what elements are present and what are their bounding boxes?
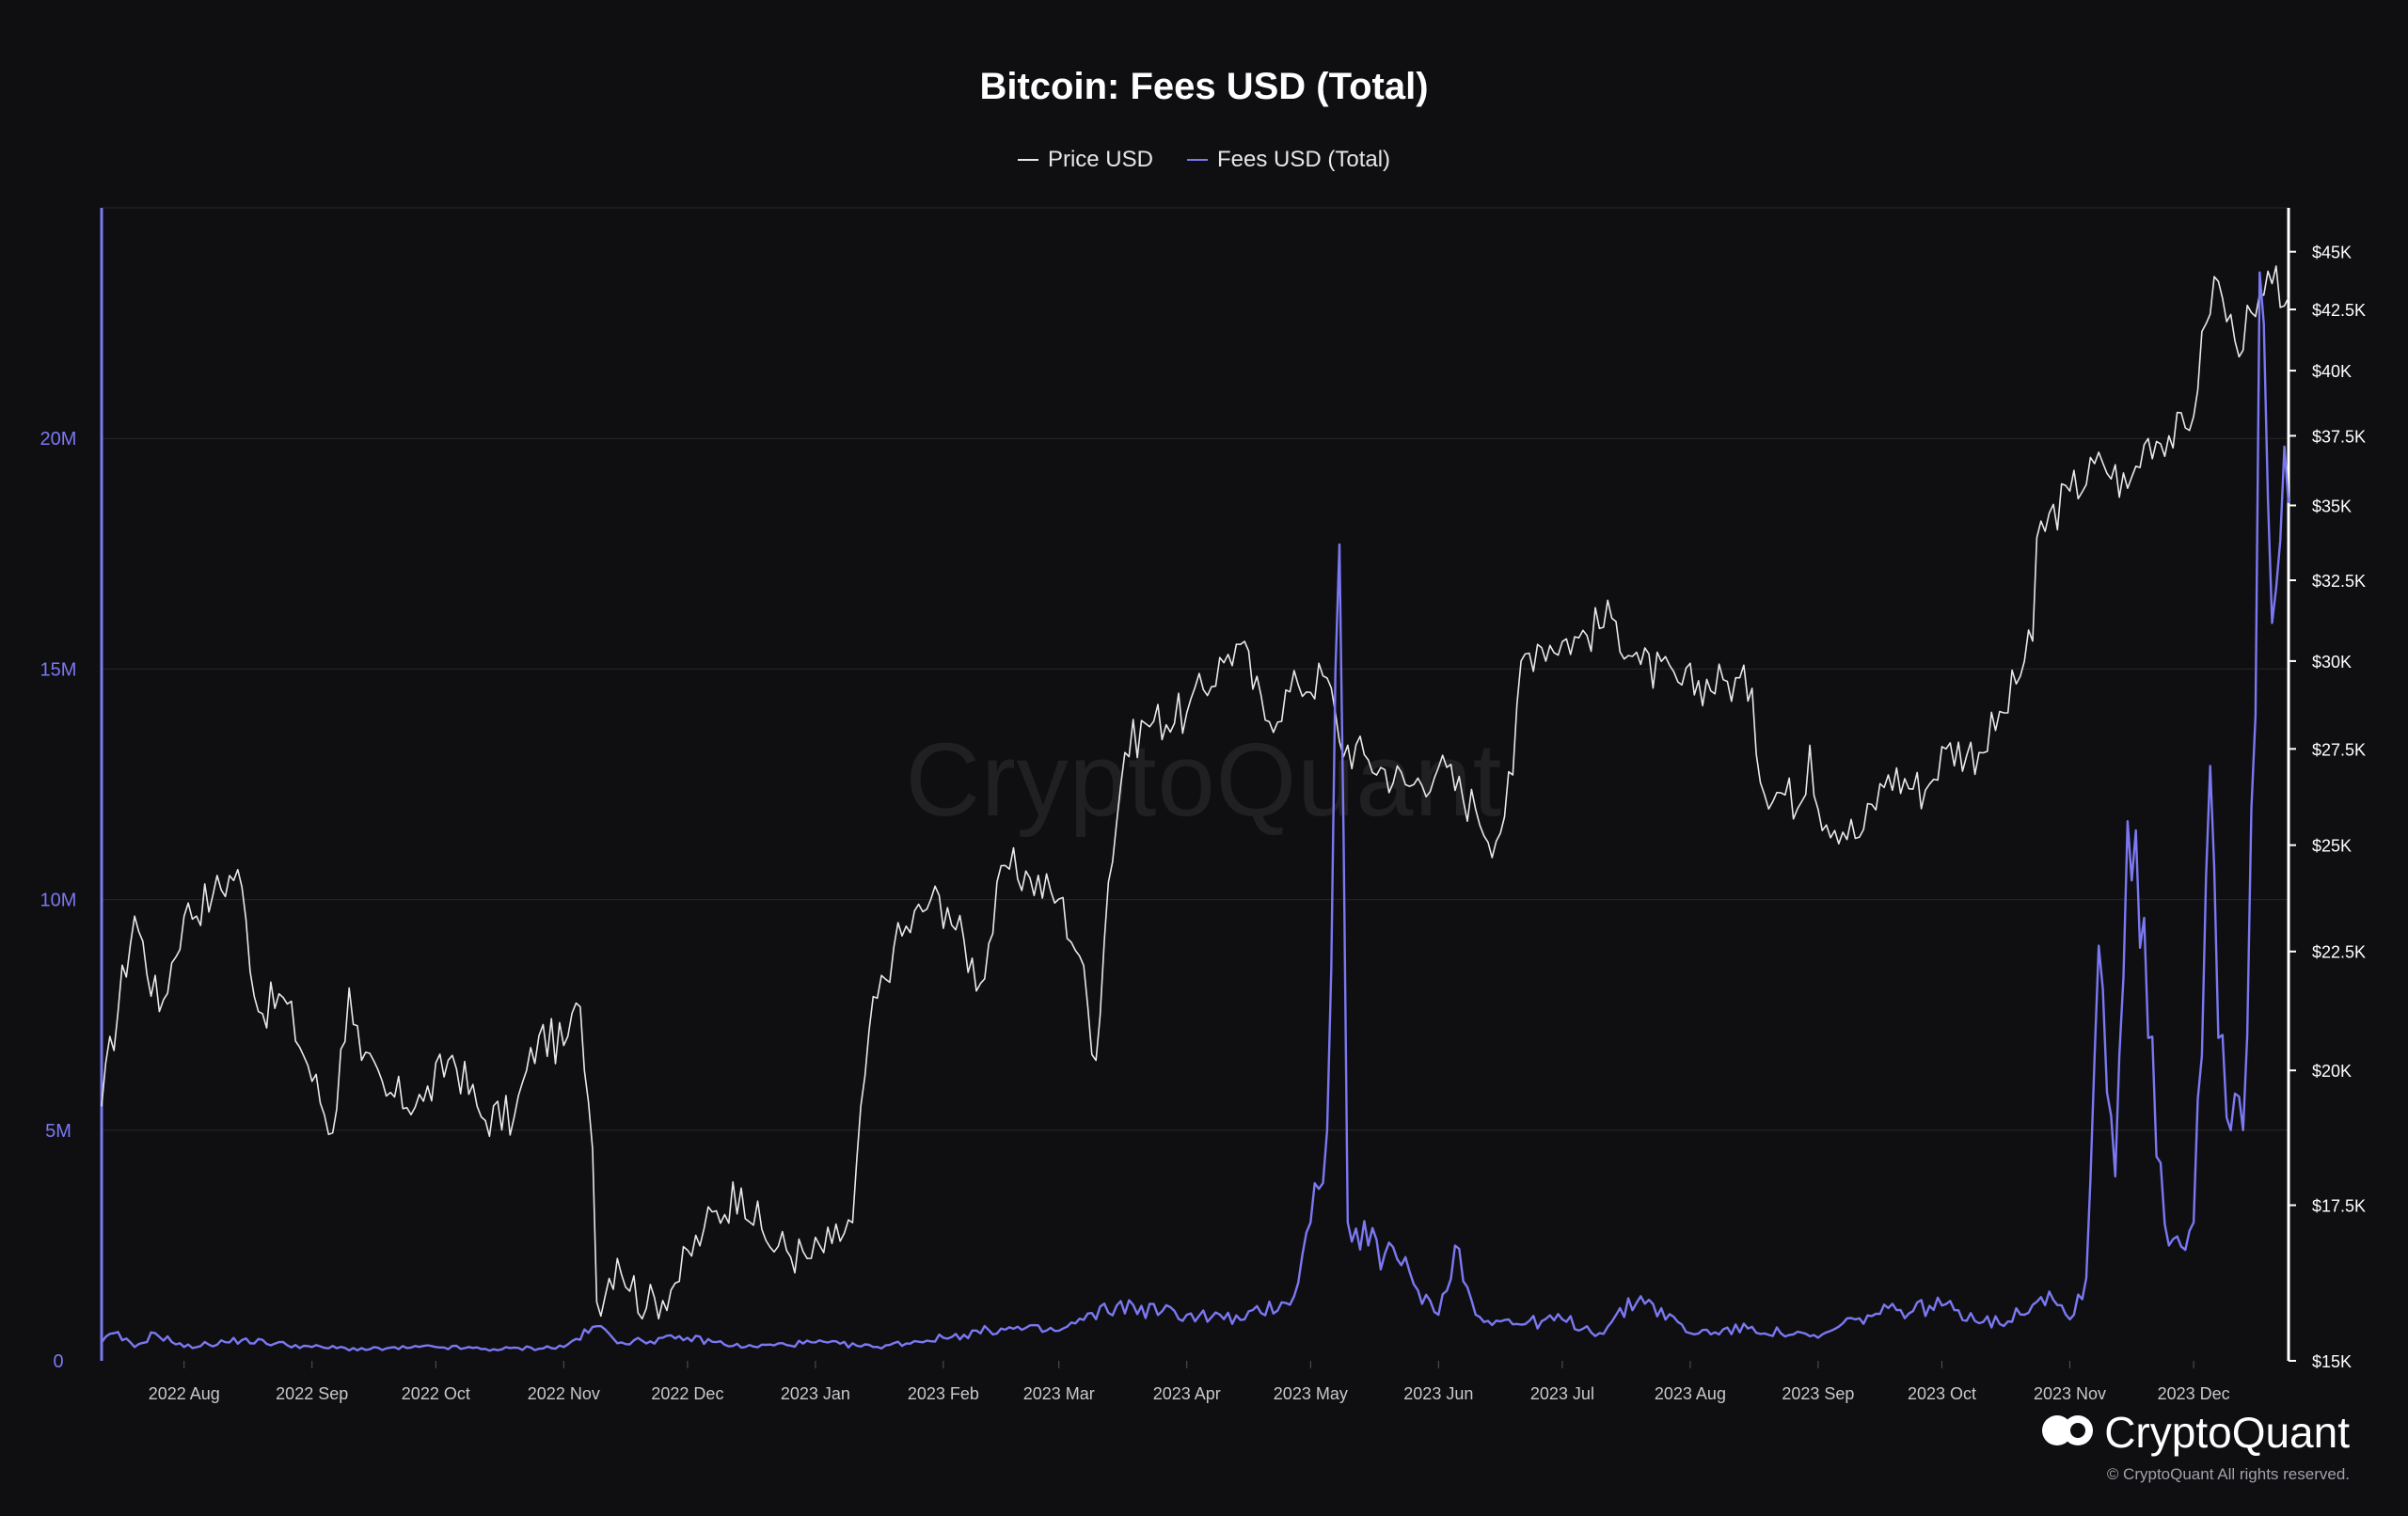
right-axis-tick-label: $25K <box>2312 837 2352 856</box>
brand: CryptoQuant <box>2042 1407 2350 1458</box>
brand-name: CryptoQuant <box>2104 1408 2350 1457</box>
right-axis-tick-label: $27.5K <box>2312 740 2366 759</box>
legend-swatch-price <box>1017 159 1038 161</box>
right-axis-tick-label: $20K <box>2312 1062 2352 1081</box>
right-axis-tick-label: $45K <box>2312 244 2352 262</box>
left-axis-tick-label: 15M <box>40 659 77 680</box>
x-axis-tick-label: 2023 Jan <box>781 1384 850 1403</box>
left-axis-tick-label: 5M <box>45 1121 71 1142</box>
x-axis-tick-label: 2023 Sep <box>1782 1384 1854 1403</box>
price-usd-line <box>101 265 2289 1320</box>
chart-title: Bitcoin: Fees USD (Total) <box>979 66 1429 107</box>
x-axis-tick-label: 2023 Jun <box>1403 1384 1473 1403</box>
right-axis-tick-label: $42.5K <box>2312 301 2366 320</box>
x-axis-tick-label: 2023 Feb <box>908 1384 979 1403</box>
legend-swatch-fees <box>1186 159 1208 161</box>
legend-label-price: Price USD <box>1047 147 1153 172</box>
x-axis-tick-label: 2023 Oct <box>1908 1384 1976 1403</box>
right-axis-tick-label: $30K <box>2312 653 2352 671</box>
legend-label-fees: Fees USD (Total) <box>1216 147 1391 172</box>
left-axis-tick-label: 10M <box>40 891 77 911</box>
left-axis-tick-label: 0 <box>53 1351 63 1372</box>
chart-legend: Price USD Fees USD (Total) <box>0 147 2408 173</box>
x-axis-tick-label: 2023 Dec <box>2158 1384 2230 1403</box>
right-axis-tick-label: $32.5K <box>2312 572 2366 591</box>
copyright: © CryptoQuant All rights reserved. <box>2106 1465 2350 1483</box>
x-axis-tick-label: 2023 Jul <box>1530 1384 1594 1403</box>
right-axis-tick-label: $15K <box>2312 1352 2352 1371</box>
right-axis-tick-label: $35K <box>2312 497 2352 515</box>
legend-item-fees[interactable]: Fees USD (Total) <box>1186 147 1391 173</box>
right-axis-tick-label: $40K <box>2312 362 2352 381</box>
x-axis-tick-label: 2022 Nov <box>528 1384 600 1403</box>
watermark: CryptoQuant <box>905 722 1503 838</box>
right-axis-tick-label: $17.5K <box>2312 1197 2366 1216</box>
legend-item-price[interactable]: Price USD <box>1017 147 1153 173</box>
x-axis-tick-label: 2022 Sep <box>276 1384 348 1403</box>
fees-usd-line <box>101 271 2290 1352</box>
x-axis-tick-label: 2023 Nov <box>2034 1384 2106 1403</box>
x-axis-tick-label: 2022 Aug <box>149 1384 220 1403</box>
right-axis-tick-label: $22.5K <box>2312 943 2366 962</box>
x-axis-tick-label: 2022 Oct <box>402 1384 470 1403</box>
x-axis-tick-label: 2023 Apr <box>1153 1384 1221 1403</box>
right-axis-tick-label: $37.5K <box>2312 427 2366 446</box>
x-axis-tick-label: 2023 Mar <box>1023 1384 1095 1403</box>
left-axis-tick-label: 20M <box>40 429 77 450</box>
x-axis-tick-label: 2023 May <box>1274 1384 1348 1403</box>
x-axis-tick-label: 2023 Aug <box>1655 1384 1726 1403</box>
cryptoquant-logo-icon <box>2042 1413 2095 1451</box>
x-axis-tick-label: 2022 Dec <box>651 1384 723 1403</box>
